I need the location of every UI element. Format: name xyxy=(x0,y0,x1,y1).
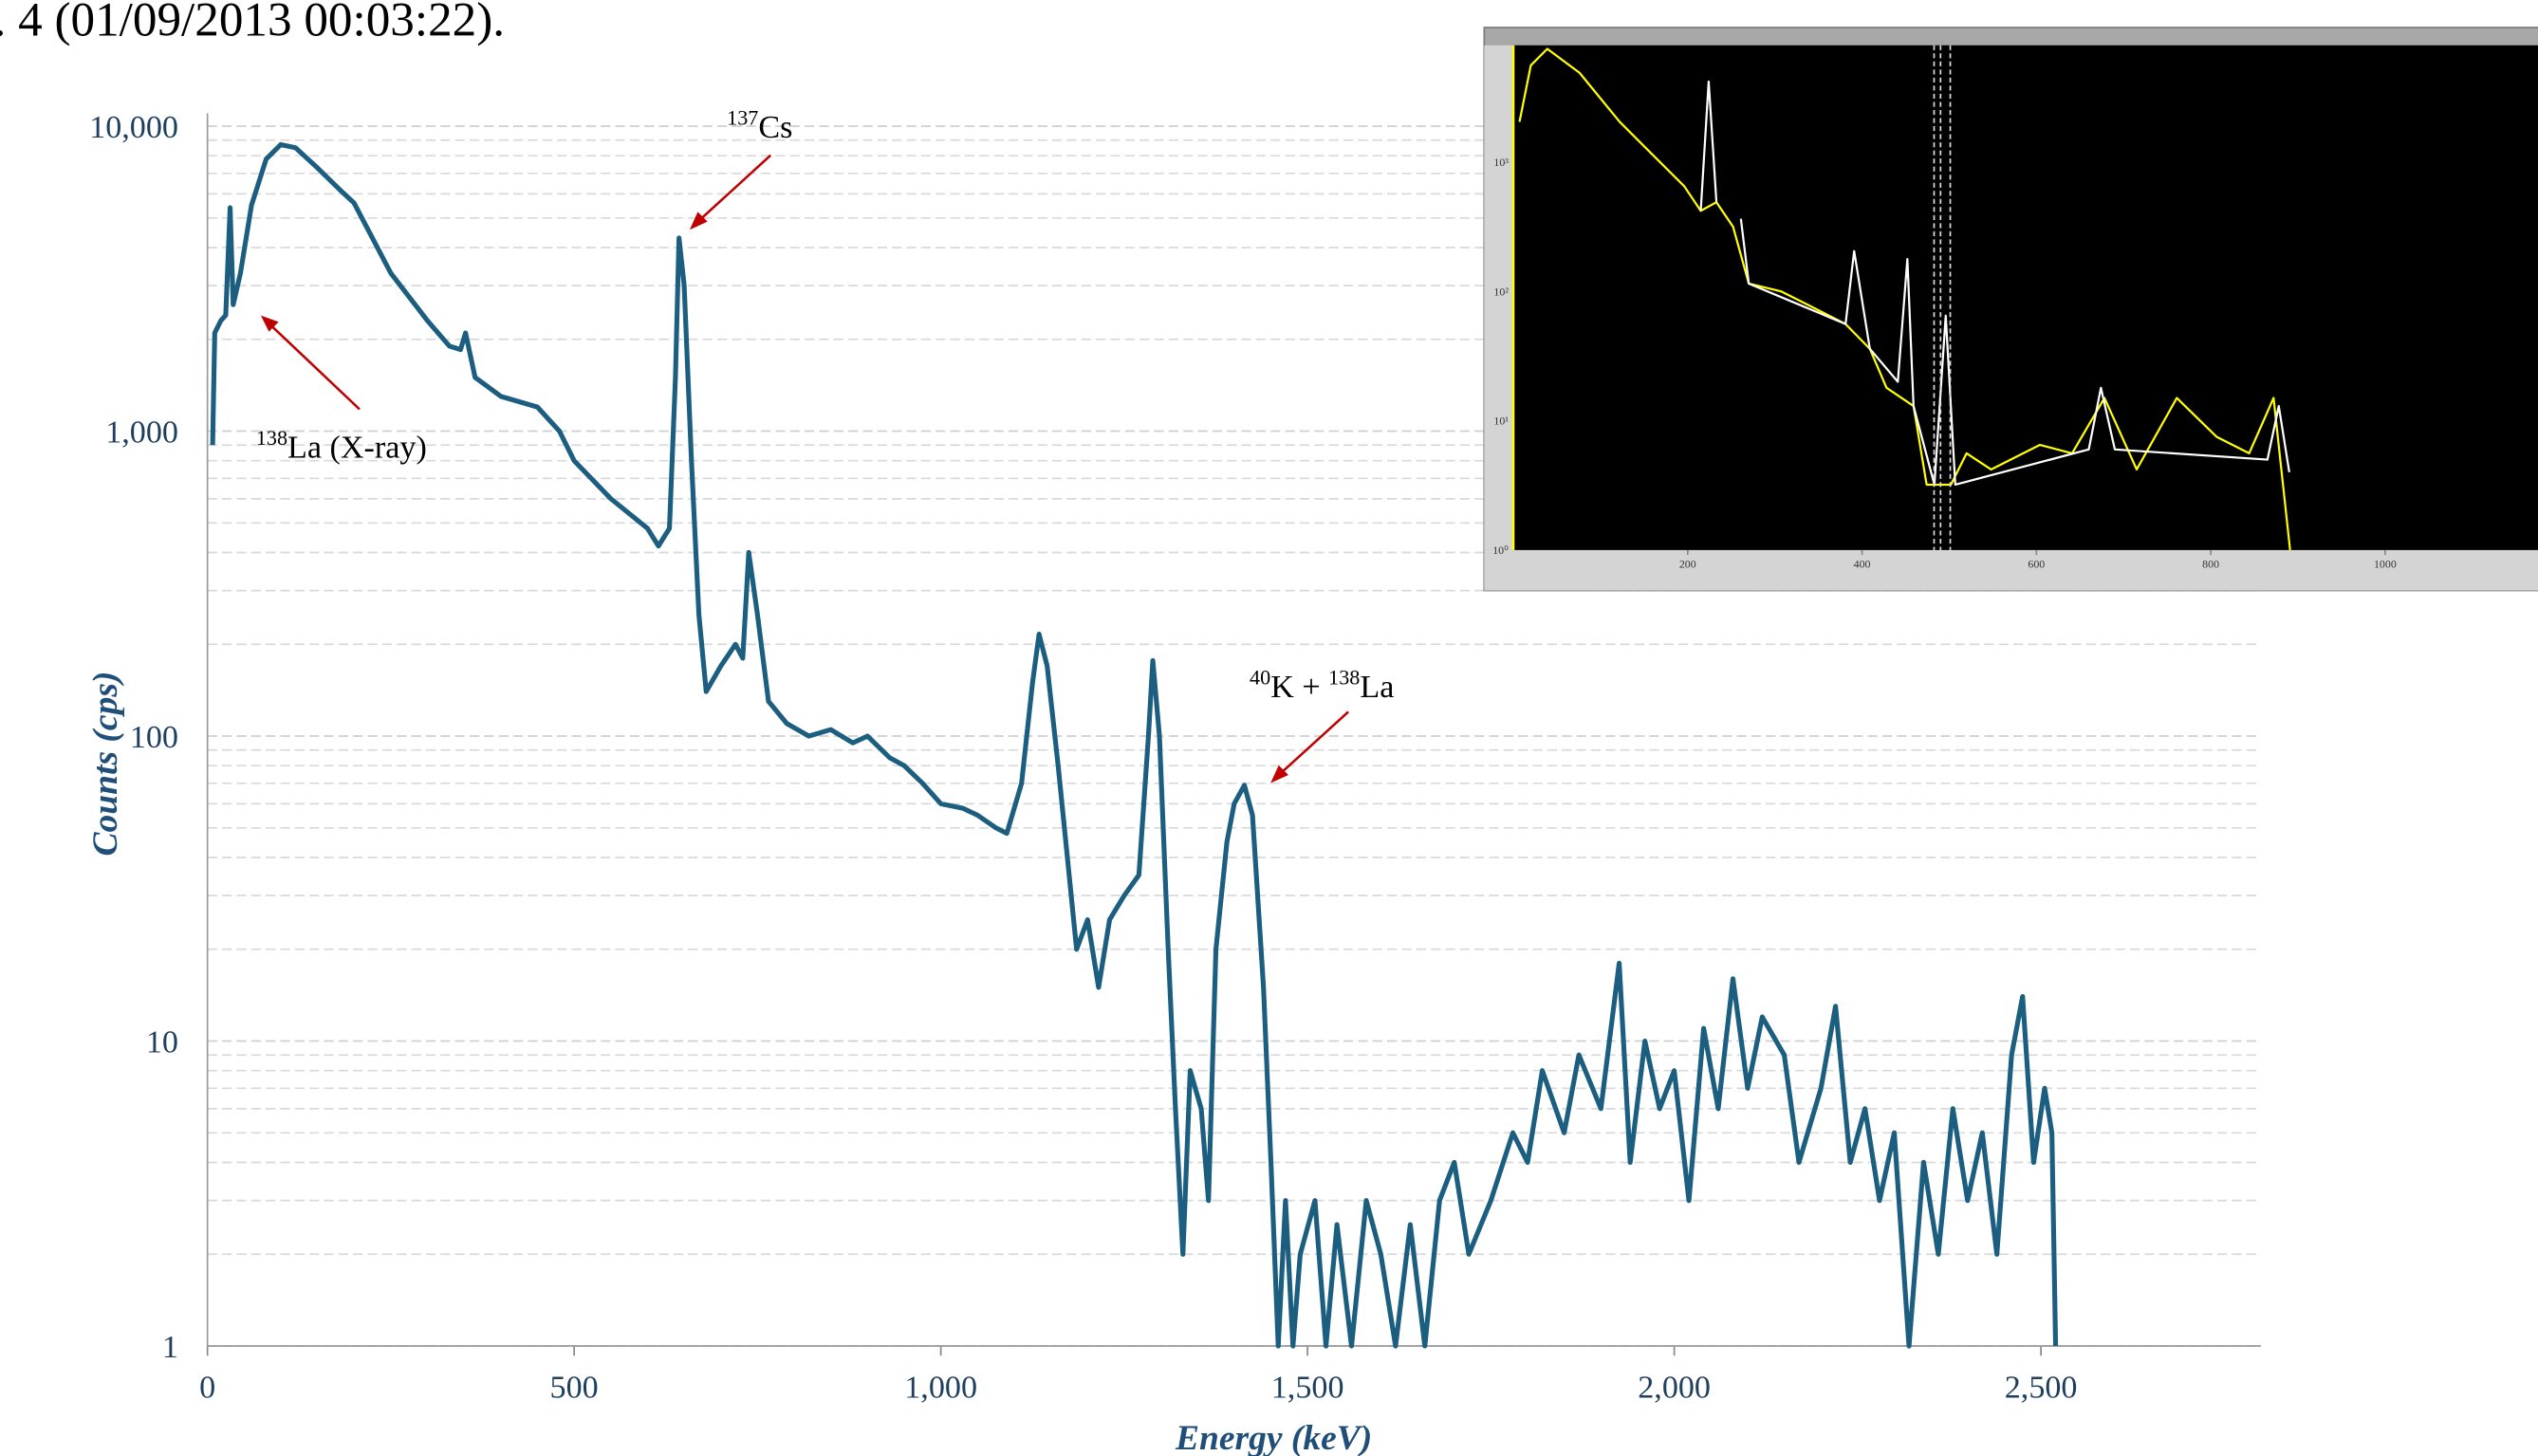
x-tick-label: 1,500 xyxy=(1271,1371,1344,1406)
annotation: 138La (X-ray) xyxy=(256,426,427,466)
x-tick-label: 2,500 xyxy=(2005,1371,2078,1406)
annotation-sup: 40 xyxy=(1250,665,1270,689)
figure: . 4 (01/09/2013 00:03:22). 1 10 100 1,000 10… xyxy=(0,0,2538,1456)
y-tick-label: 10¹ xyxy=(1493,415,1509,428)
y-tick-label: 10 xyxy=(146,1024,178,1060)
x-axis-title: Energy (keV) xyxy=(1175,1419,1372,1456)
x-tick-label: 500 xyxy=(550,1371,599,1406)
y-tick-label: 10³ xyxy=(1493,156,1509,169)
annotation-arrow xyxy=(268,322,360,409)
x-tick-label: 400 xyxy=(1854,558,1871,571)
caption-fragment: . 4 (01/09/2013 00:03:22). xyxy=(0,0,505,47)
annotation: 40K + 138La xyxy=(1250,665,1394,705)
x-tick-label: 1,000 xyxy=(904,1371,977,1406)
annotation: 137Cs xyxy=(727,105,792,145)
y-tick-label: 1 xyxy=(162,1330,178,1365)
inset-plot xyxy=(1513,46,2538,550)
page: . 4 (01/09/2013 00:03:22). 1 10 100 1,000 10… xyxy=(0,0,2538,1456)
annotation-arrow xyxy=(696,156,770,224)
y-tick-label: 100 xyxy=(130,720,178,755)
y-tick-label: 1,000 xyxy=(105,415,178,450)
annotation-arrow xyxy=(1277,711,1348,776)
x-tick-label: 800 xyxy=(2202,558,2219,571)
x-tick-label: 2,000 xyxy=(1638,1371,1711,1406)
annotation-text: Cs xyxy=(758,110,792,145)
x-tick-label: 0 xyxy=(199,1371,215,1406)
y-tick-label: 10² xyxy=(1493,285,1509,298)
annotation-sup: 138 xyxy=(1328,665,1360,689)
annotation-text: La xyxy=(1360,670,1394,705)
y-tick-label: 10⁰ xyxy=(1492,544,1509,557)
x-tick-label: 600 xyxy=(2028,558,2045,571)
annotation-text: La (X-ray) xyxy=(287,431,427,466)
y-axis-title: Counts (cps) xyxy=(86,672,125,857)
y-tick-label: 10,000 xyxy=(89,110,178,145)
annotation-sup: 137 xyxy=(727,105,758,129)
x-tick-label: 200 xyxy=(1679,558,1696,571)
x-tick-label: 1000 xyxy=(2374,558,2397,571)
annotation-text: K + xyxy=(1270,670,1328,705)
annotation-sup: 138 xyxy=(256,426,287,450)
